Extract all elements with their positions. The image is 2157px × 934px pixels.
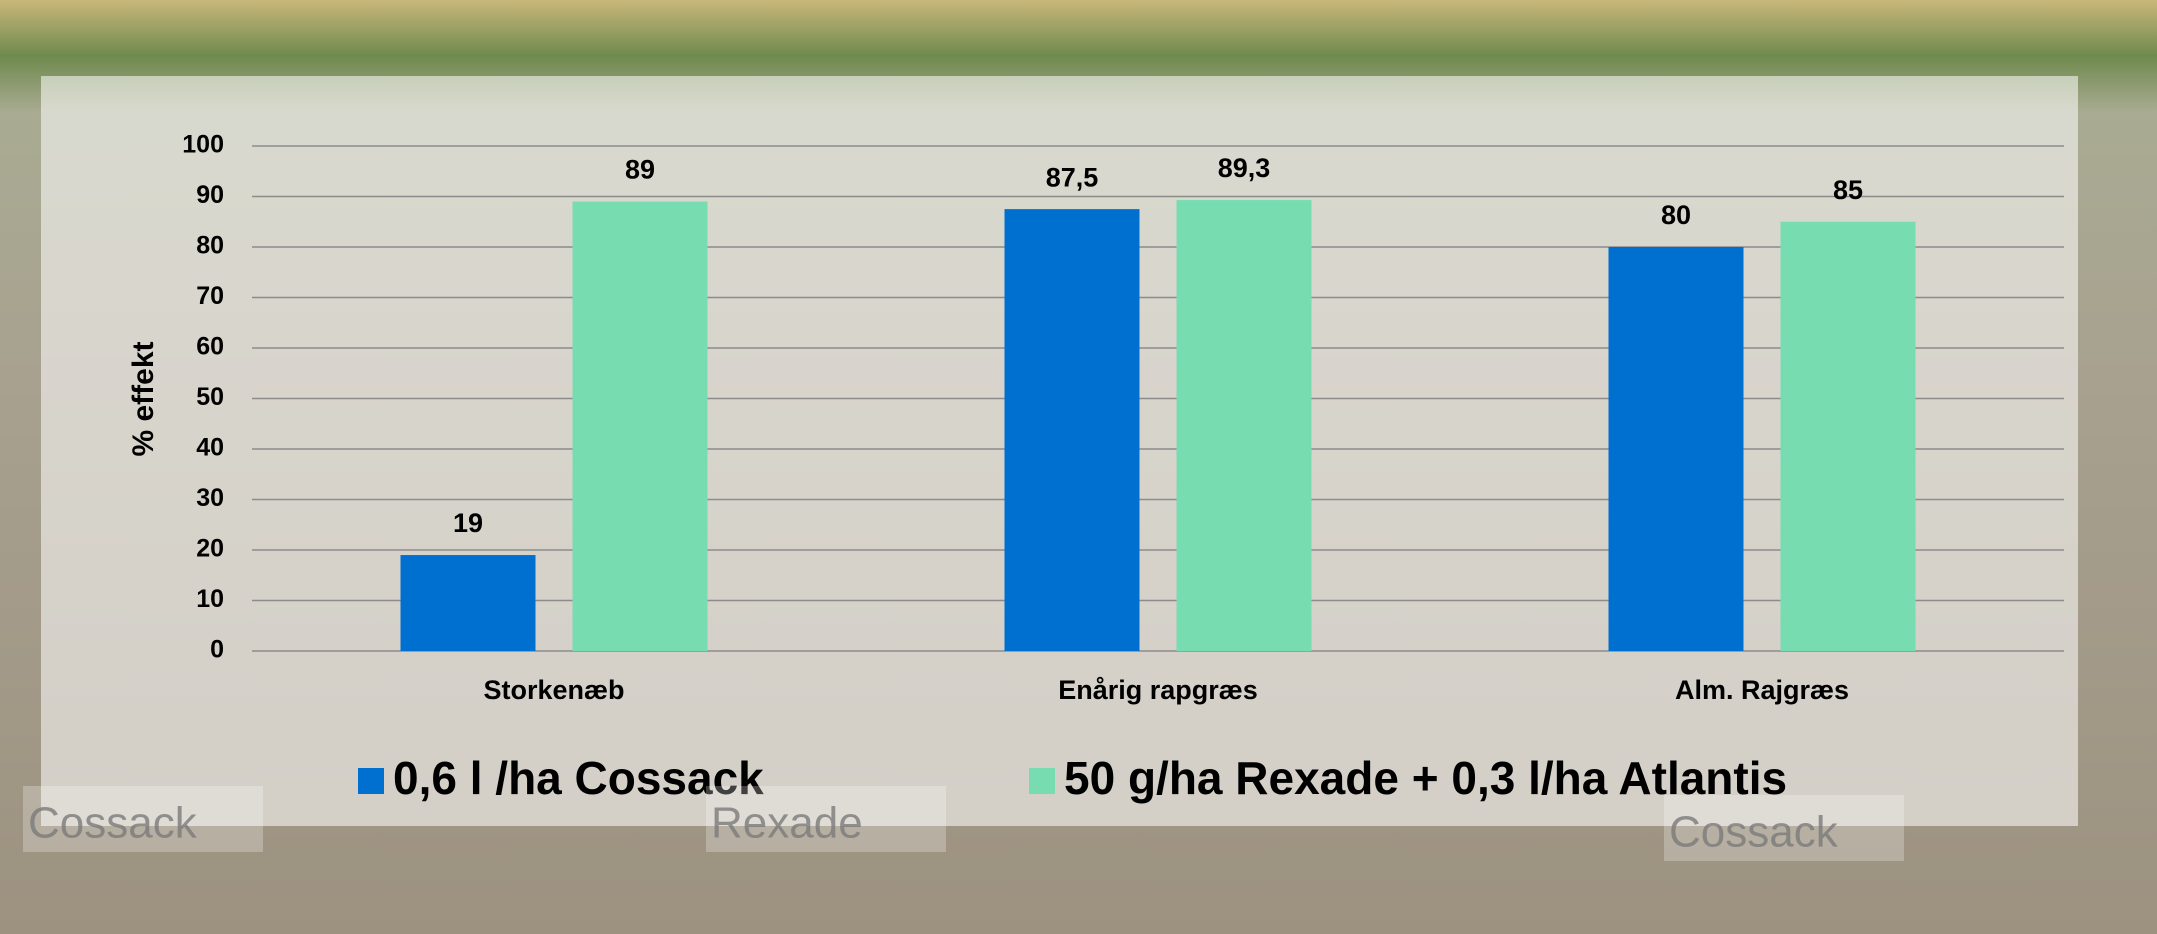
field-sign (23, 786, 263, 852)
y-tick-label: 10 (196, 585, 224, 613)
data-label: 89 (625, 155, 655, 185)
y-tick-label: 50 (196, 383, 224, 411)
legend-label: 0,6 l /ha Cossack (393, 752, 764, 804)
field-label: Rexade (711, 799, 863, 848)
bar (1004, 209, 1140, 651)
data-label: 85 (1833, 175, 1863, 205)
y-tick-label: 20 (196, 535, 224, 563)
y-tick-label: 80 (196, 232, 224, 260)
data-label: 19 (453, 508, 483, 538)
bar (572, 201, 708, 652)
field-label: Cossack (28, 799, 198, 848)
field-sign (706, 786, 946, 852)
bar (400, 555, 536, 651)
legend-swatch (358, 768, 384, 794)
legend-swatch (1029, 768, 1055, 794)
data-label: 89,3 (1218, 153, 1271, 183)
data-label: 87,5 (1046, 162, 1099, 192)
y-tick-label: 40 (196, 434, 224, 462)
y-tick-label: 70 (196, 282, 224, 310)
legend-label: 50 g/ha Rexade + 0,3 l/ha Atlantis (1064, 752, 1787, 804)
y-tick-label: 60 (196, 333, 224, 361)
y-tick-label: 0 (210, 636, 224, 664)
x-tick-label: Storkenæb (483, 675, 624, 705)
y-axis-label: % effekt (127, 341, 160, 456)
x-tick-label: Alm. Rajgræs (1675, 675, 1849, 705)
y-tick-label: 90 (196, 181, 224, 209)
bar (1608, 247, 1744, 651)
y-tick-label: 100 (182, 131, 224, 159)
y-tick-label: 30 (196, 484, 224, 512)
x-tick-label: Enårig rapgræs (1058, 675, 1258, 705)
bar (1176, 200, 1312, 651)
field-sign (1664, 795, 1904, 861)
data-label: 80 (1661, 200, 1691, 230)
bar (1780, 221, 1916, 651)
field-label: Cossack (1669, 808, 1839, 857)
